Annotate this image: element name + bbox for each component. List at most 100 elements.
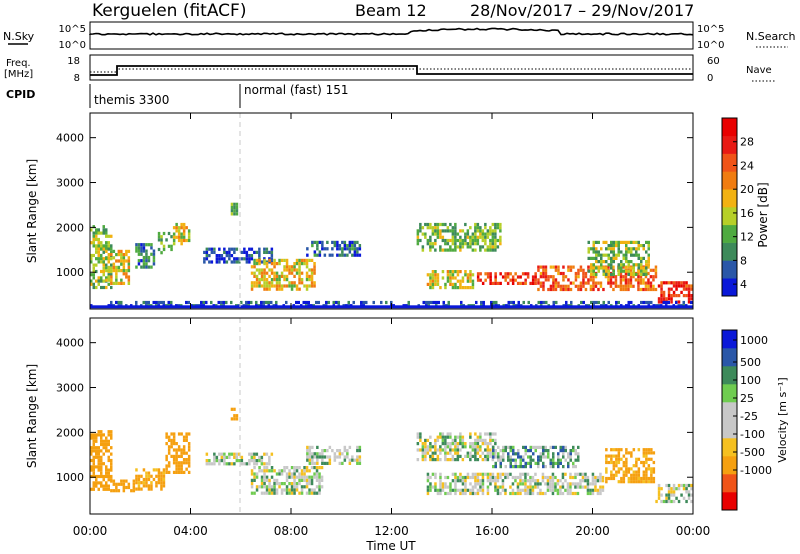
velocity-cell	[426, 488, 430, 492]
power-cell	[421, 232, 425, 236]
velocity-cell	[426, 472, 430, 476]
velocity-cell	[293, 482, 296, 486]
velocity-cell	[640, 480, 643, 484]
power-cell	[459, 229, 462, 233]
colorbar-segment	[722, 366, 737, 385]
velocity-cell	[476, 482, 480, 486]
velocity-cell	[426, 475, 430, 480]
velocity-cell	[230, 407, 234, 411]
power-cell	[157, 231, 161, 236]
velocity-cell	[610, 454, 613, 458]
power-cell	[549, 275, 553, 279]
power-cell	[579, 287, 583, 292]
velocity-cell	[308, 478, 311, 482]
power-cell	[436, 282, 440, 286]
power-cell	[464, 222, 467, 227]
velocity-cell	[574, 491, 577, 496]
velocity-cell	[185, 438, 188, 442]
velocity-cell	[469, 488, 472, 492]
power-cell	[582, 275, 585, 279]
power-cell	[627, 240, 630, 244]
power-cell	[92, 282, 95, 286]
velocity-cell	[586, 479, 590, 483]
power-cell	[283, 278, 286, 282]
power-cell	[333, 244, 337, 248]
velocity-cell	[566, 485, 570, 489]
velocity-cell	[564, 479, 567, 483]
velocity-cell	[559, 488, 562, 492]
velocity-cell	[605, 448, 608, 452]
velocity-cell	[642, 460, 646, 465]
freq-panel: Freq. [MHz] 18 8 60 0 Nave	[4, 54, 776, 84]
power-cell	[293, 265, 296, 269]
velocity-cell	[95, 433, 98, 437]
velocity-cell	[308, 445, 312, 449]
velocity-cell	[529, 465, 532, 469]
velocity-cell	[552, 458, 555, 462]
power-cell	[665, 281, 668, 285]
velocity-cell	[532, 445, 535, 449]
velocity-cell	[429, 442, 432, 446]
power-cell	[635, 253, 638, 257]
velocity-cell	[100, 465, 103, 469]
velocity-cell	[110, 433, 113, 437]
power-cell	[95, 257, 98, 261]
power-cell	[293, 262, 296, 266]
power-cell	[273, 274, 276, 278]
velocity-cell	[208, 459, 211, 463]
power-cell	[449, 282, 452, 286]
power-cell	[300, 258, 304, 262]
power-cell	[260, 271, 264, 275]
velocity-cell	[562, 455, 565, 459]
velocity-cell	[253, 459, 256, 463]
velocity-cell	[594, 485, 597, 489]
power-cell	[90, 228, 93, 232]
velocity-cell	[630, 480, 633, 484]
velocity-cell	[534, 479, 537, 483]
power-cell	[625, 244, 628, 248]
velocity-cell	[615, 464, 618, 468]
power-cell	[265, 265, 269, 269]
velocity-cell	[240, 459, 244, 463]
power-cell	[595, 250, 598, 254]
power-cell	[426, 242, 430, 246]
power-cell	[456, 286, 460, 290]
power-cell	[416, 229, 420, 233]
velocity-cell	[323, 449, 327, 453]
power-cell	[110, 266, 113, 270]
velocity-cell	[310, 488, 314, 492]
power-cell	[549, 287, 553, 292]
power-cell	[494, 272, 497, 276]
power-cell	[562, 287, 565, 292]
power-cell	[434, 248, 437, 252]
power-cell	[258, 281, 261, 285]
power-cell	[494, 238, 497, 243]
power-cell	[315, 300, 318, 305]
velocity-cell	[657, 496, 661, 500]
power-cell	[557, 281, 560, 285]
velocity-cell	[175, 458, 178, 462]
velocity-cell	[517, 465, 520, 469]
power-cell	[313, 240, 317, 244]
power-cell	[595, 260, 598, 264]
velocity-cell	[476, 445, 480, 449]
velocity-cell	[137, 477, 141, 482]
power-cell	[504, 272, 507, 276]
power-cell	[471, 282, 475, 286]
velocity-cell	[601, 479, 605, 483]
power-cell	[614, 281, 618, 285]
velocity-cell	[519, 458, 522, 462]
power-cell	[622, 265, 625, 269]
velocity-cell	[551, 485, 555, 489]
power-cell	[313, 284, 316, 288]
power-cell	[476, 278, 480, 282]
power-cell	[617, 244, 620, 248]
power-cell	[632, 247, 635, 251]
power-cell	[275, 300, 278, 305]
velocity-cell	[454, 482, 457, 486]
velocity-cell	[486, 445, 490, 449]
velocity-cell	[95, 474, 98, 479]
velocity-cell	[529, 479, 532, 483]
velocity-cell	[549, 465, 552, 469]
power-cell	[592, 284, 595, 288]
